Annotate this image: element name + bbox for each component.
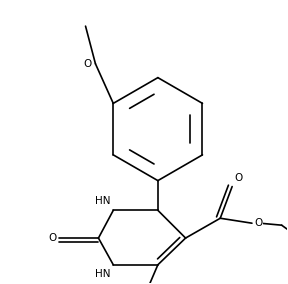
Text: HN: HN (95, 196, 110, 206)
Text: O: O (49, 233, 57, 243)
Text: O: O (254, 218, 262, 228)
Text: O: O (234, 173, 242, 183)
Text: O: O (83, 59, 92, 69)
Text: HN: HN (95, 269, 110, 279)
